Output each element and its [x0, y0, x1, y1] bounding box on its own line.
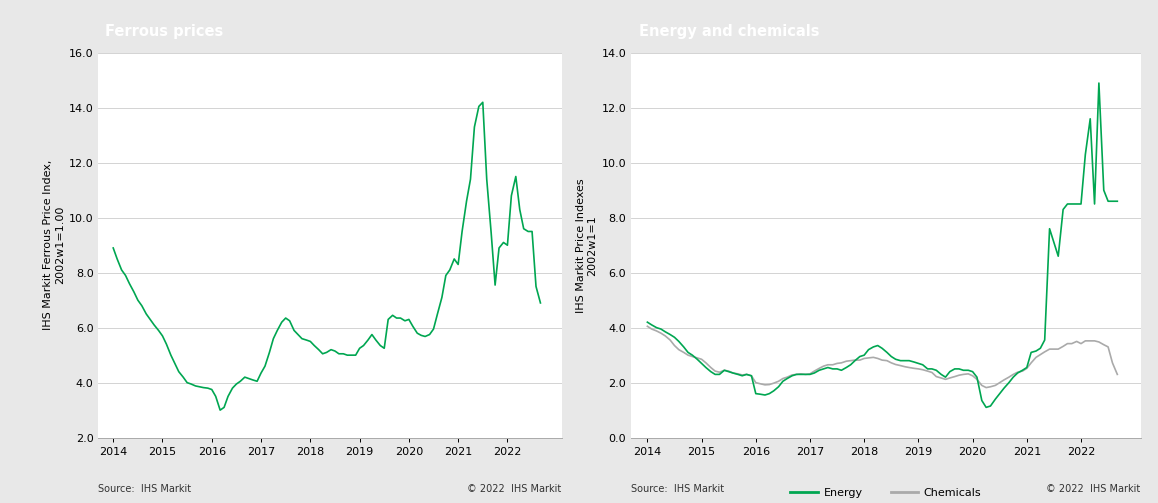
- Y-axis label: IHS Markit Price Indexes
2002w1=1: IHS Markit Price Indexes 2002w1=1: [576, 178, 598, 312]
- Text: Source:  IHS Markit: Source: IHS Markit: [631, 484, 724, 494]
- Text: Energy and chemicals: Energy and chemicals: [639, 24, 819, 39]
- Legend: Energy, Chemicals: Energy, Chemicals: [786, 483, 985, 502]
- Text: © 2022  IHS Markit: © 2022 IHS Markit: [468, 484, 562, 494]
- Text: Source:  IHS Markit: Source: IHS Markit: [98, 484, 191, 494]
- Text: Ferrous prices: Ferrous prices: [105, 24, 223, 39]
- Text: © 2022  IHS Markit: © 2022 IHS Markit: [1047, 484, 1141, 494]
- Y-axis label: IHS Markit Ferrous Price Index,
2002w1=1.00: IHS Markit Ferrous Price Index, 2002w1=1…: [43, 160, 65, 330]
